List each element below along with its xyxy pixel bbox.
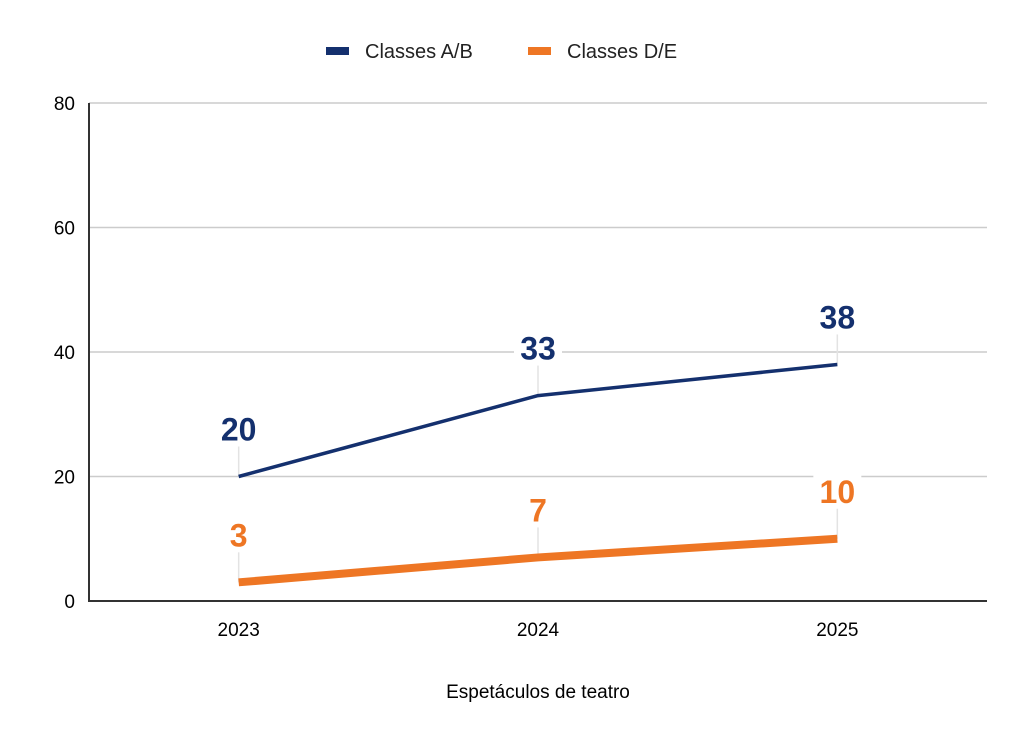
legend-swatch <box>528 47 551 55</box>
data-label: 38 <box>820 299 856 335</box>
series-lines <box>238 362 838 587</box>
x-tick-label: 2024 <box>517 620 560 641</box>
y-tick-label: 0 <box>64 592 75 613</box>
data-labels: 20 33 38 3 7 10 <box>214 298 862 553</box>
data-label-background <box>813 472 862 507</box>
data-label-background <box>514 491 562 526</box>
x-tick-label: 2023 <box>218 620 260 641</box>
leader-lines <box>237 334 839 583</box>
y-tick-label: 20 <box>54 468 75 489</box>
data-label: 7 <box>529 492 547 528</box>
data-label: 10 <box>820 474 856 510</box>
x-axis-ticks: 2023 2024 2025 <box>218 620 859 641</box>
data-label: 3 <box>230 517 248 553</box>
legend-label: Classes A/B <box>365 41 473 63</box>
data-label-background <box>214 410 263 445</box>
data-label-background <box>514 329 562 364</box>
y-tick-label: 60 <box>54 219 75 240</box>
series-line-classes-d-e <box>238 534 838 587</box>
axes <box>88 103 987 602</box>
x-axis-title: Espetáculos de teatro <box>446 682 630 703</box>
legend-label: Classes D/E <box>567 41 677 63</box>
series-line-classes-a-b <box>238 362 838 479</box>
data-label-background <box>813 298 862 333</box>
data-label: 33 <box>520 331 556 367</box>
data-label-background <box>214 516 263 551</box>
y-tick-label: 80 <box>54 94 75 115</box>
y-axis-ticks: 0 20 40 60 80 <box>54 94 75 613</box>
y-tick-label: 40 <box>54 343 75 364</box>
legend: Classes A/B Classes D/E <box>326 41 677 63</box>
legend-swatch <box>326 47 349 55</box>
x-tick-label: 2025 <box>816 620 858 641</box>
data-label: 20 <box>221 412 257 448</box>
